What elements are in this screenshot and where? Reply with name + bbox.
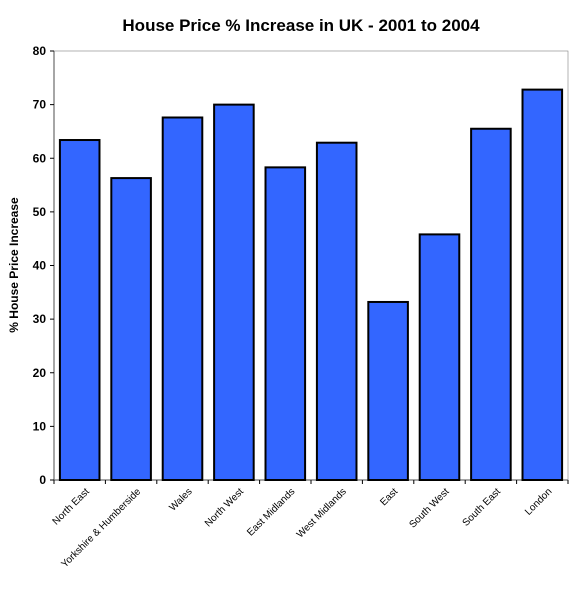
bar	[161, 116, 204, 482]
bar	[110, 177, 152, 481]
chart-title: House Price % Increase in UK - 2001 to 2…	[122, 16, 480, 35]
bar	[264, 166, 307, 482]
x-tick-label: East Midlands	[245, 486, 297, 538]
bar	[315, 141, 358, 481]
x-tick-label: Wales	[167, 486, 194, 513]
x-tick-label: London	[523, 486, 554, 517]
bar	[367, 300, 409, 481]
x-tick-label: West Midlands	[295, 486, 349, 540]
y-tick-label: 50	[33, 205, 47, 219]
bars	[58, 88, 564, 482]
y-tick-label: 80	[33, 44, 47, 58]
bar	[470, 127, 512, 481]
x-tick-label: South West	[407, 486, 451, 530]
y-tick-label: 30	[33, 312, 47, 326]
y-tick-label: 40	[33, 259, 47, 273]
y-ticks: 0 10 20 30 40 50 60 70 80	[33, 44, 54, 487]
bar	[418, 233, 461, 481]
bar	[213, 103, 255, 481]
bar	[521, 88, 564, 482]
y-axis-label: % House Price Increase	[7, 197, 21, 333]
y-tick-label: 60	[33, 151, 47, 165]
y-tick-label: 10	[33, 419, 47, 433]
y-tick-label: 0	[39, 473, 46, 487]
x-tick-label: East	[378, 486, 400, 508]
x-tick-label: North West	[203, 486, 246, 529]
y-tick-label: 20	[33, 366, 47, 380]
x-tick-label: South East	[461, 486, 504, 529]
x-tick-label: North East	[51, 486, 92, 527]
y-tick-label: 70	[33, 98, 47, 112]
bar	[58, 139, 101, 482]
